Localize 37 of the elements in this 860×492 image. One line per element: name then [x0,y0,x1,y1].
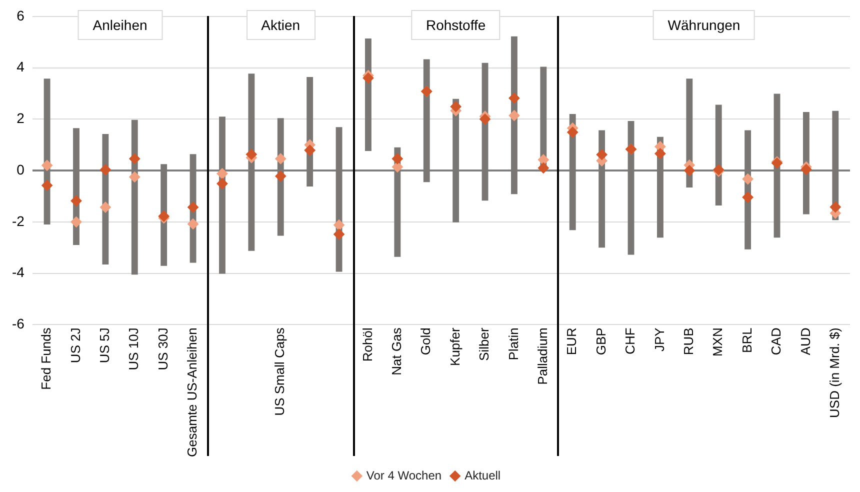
y-tick-label: 4 [16,58,25,75]
group-label-box: Währungen [652,10,756,40]
x-tick-label: GBP [593,328,608,356]
y-tick-label: -2 [12,212,25,229]
x-tick-label: MXN [710,328,726,357]
x-tick-label: US 10J [126,328,142,370]
x-tick-label: Rohöl [360,328,375,362]
x-tick-label: USD (in Mrd. $) [826,328,842,418]
x-tick-label: RUB [680,328,696,356]
x-tick-label: BRL [739,328,754,353]
legend-label: Aktuell [464,468,501,482]
y-tick-label: 2 [16,110,25,126]
x-tick-label: Kupfer [447,327,462,366]
y-tick-label: 0 [16,161,25,178]
group-label-box: Anleihen [78,10,162,40]
x-tick-label: JPY [652,327,667,352]
y-tick-label: -4 [12,264,25,280]
x-tick-label: US 2J [68,328,83,364]
x-tick-label: Silber [476,327,492,361]
x-tick-label: Nat Gas [389,327,404,376]
x-tick-label: CAD [768,328,784,356]
x-tick-label: Platin [506,328,521,360]
x-tick-label: US 5J [97,328,112,364]
x-tick-label: Fed Funds [38,327,54,390]
y-tick-label: -6 [12,316,25,332]
group-label-box: Aktien [246,10,316,40]
x-tick-label: US 30J [155,328,170,370]
y-tick-label: 6 [16,7,25,24]
x-tick-label: EUR [564,328,580,356]
x-tick-label: Gold [418,328,434,356]
x-tick-label: Gesamte US-Anleihen [184,328,200,458]
legend-label: Vor 4 Wochen [366,468,442,482]
x-tick-label: AUD [798,328,813,356]
group-label-box: Rohstoffe [410,10,501,40]
x-tick-label: CHF [622,328,638,354]
x-tick-label: US Small Caps [272,327,288,416]
x-tick-label: Palladium [534,328,550,385]
